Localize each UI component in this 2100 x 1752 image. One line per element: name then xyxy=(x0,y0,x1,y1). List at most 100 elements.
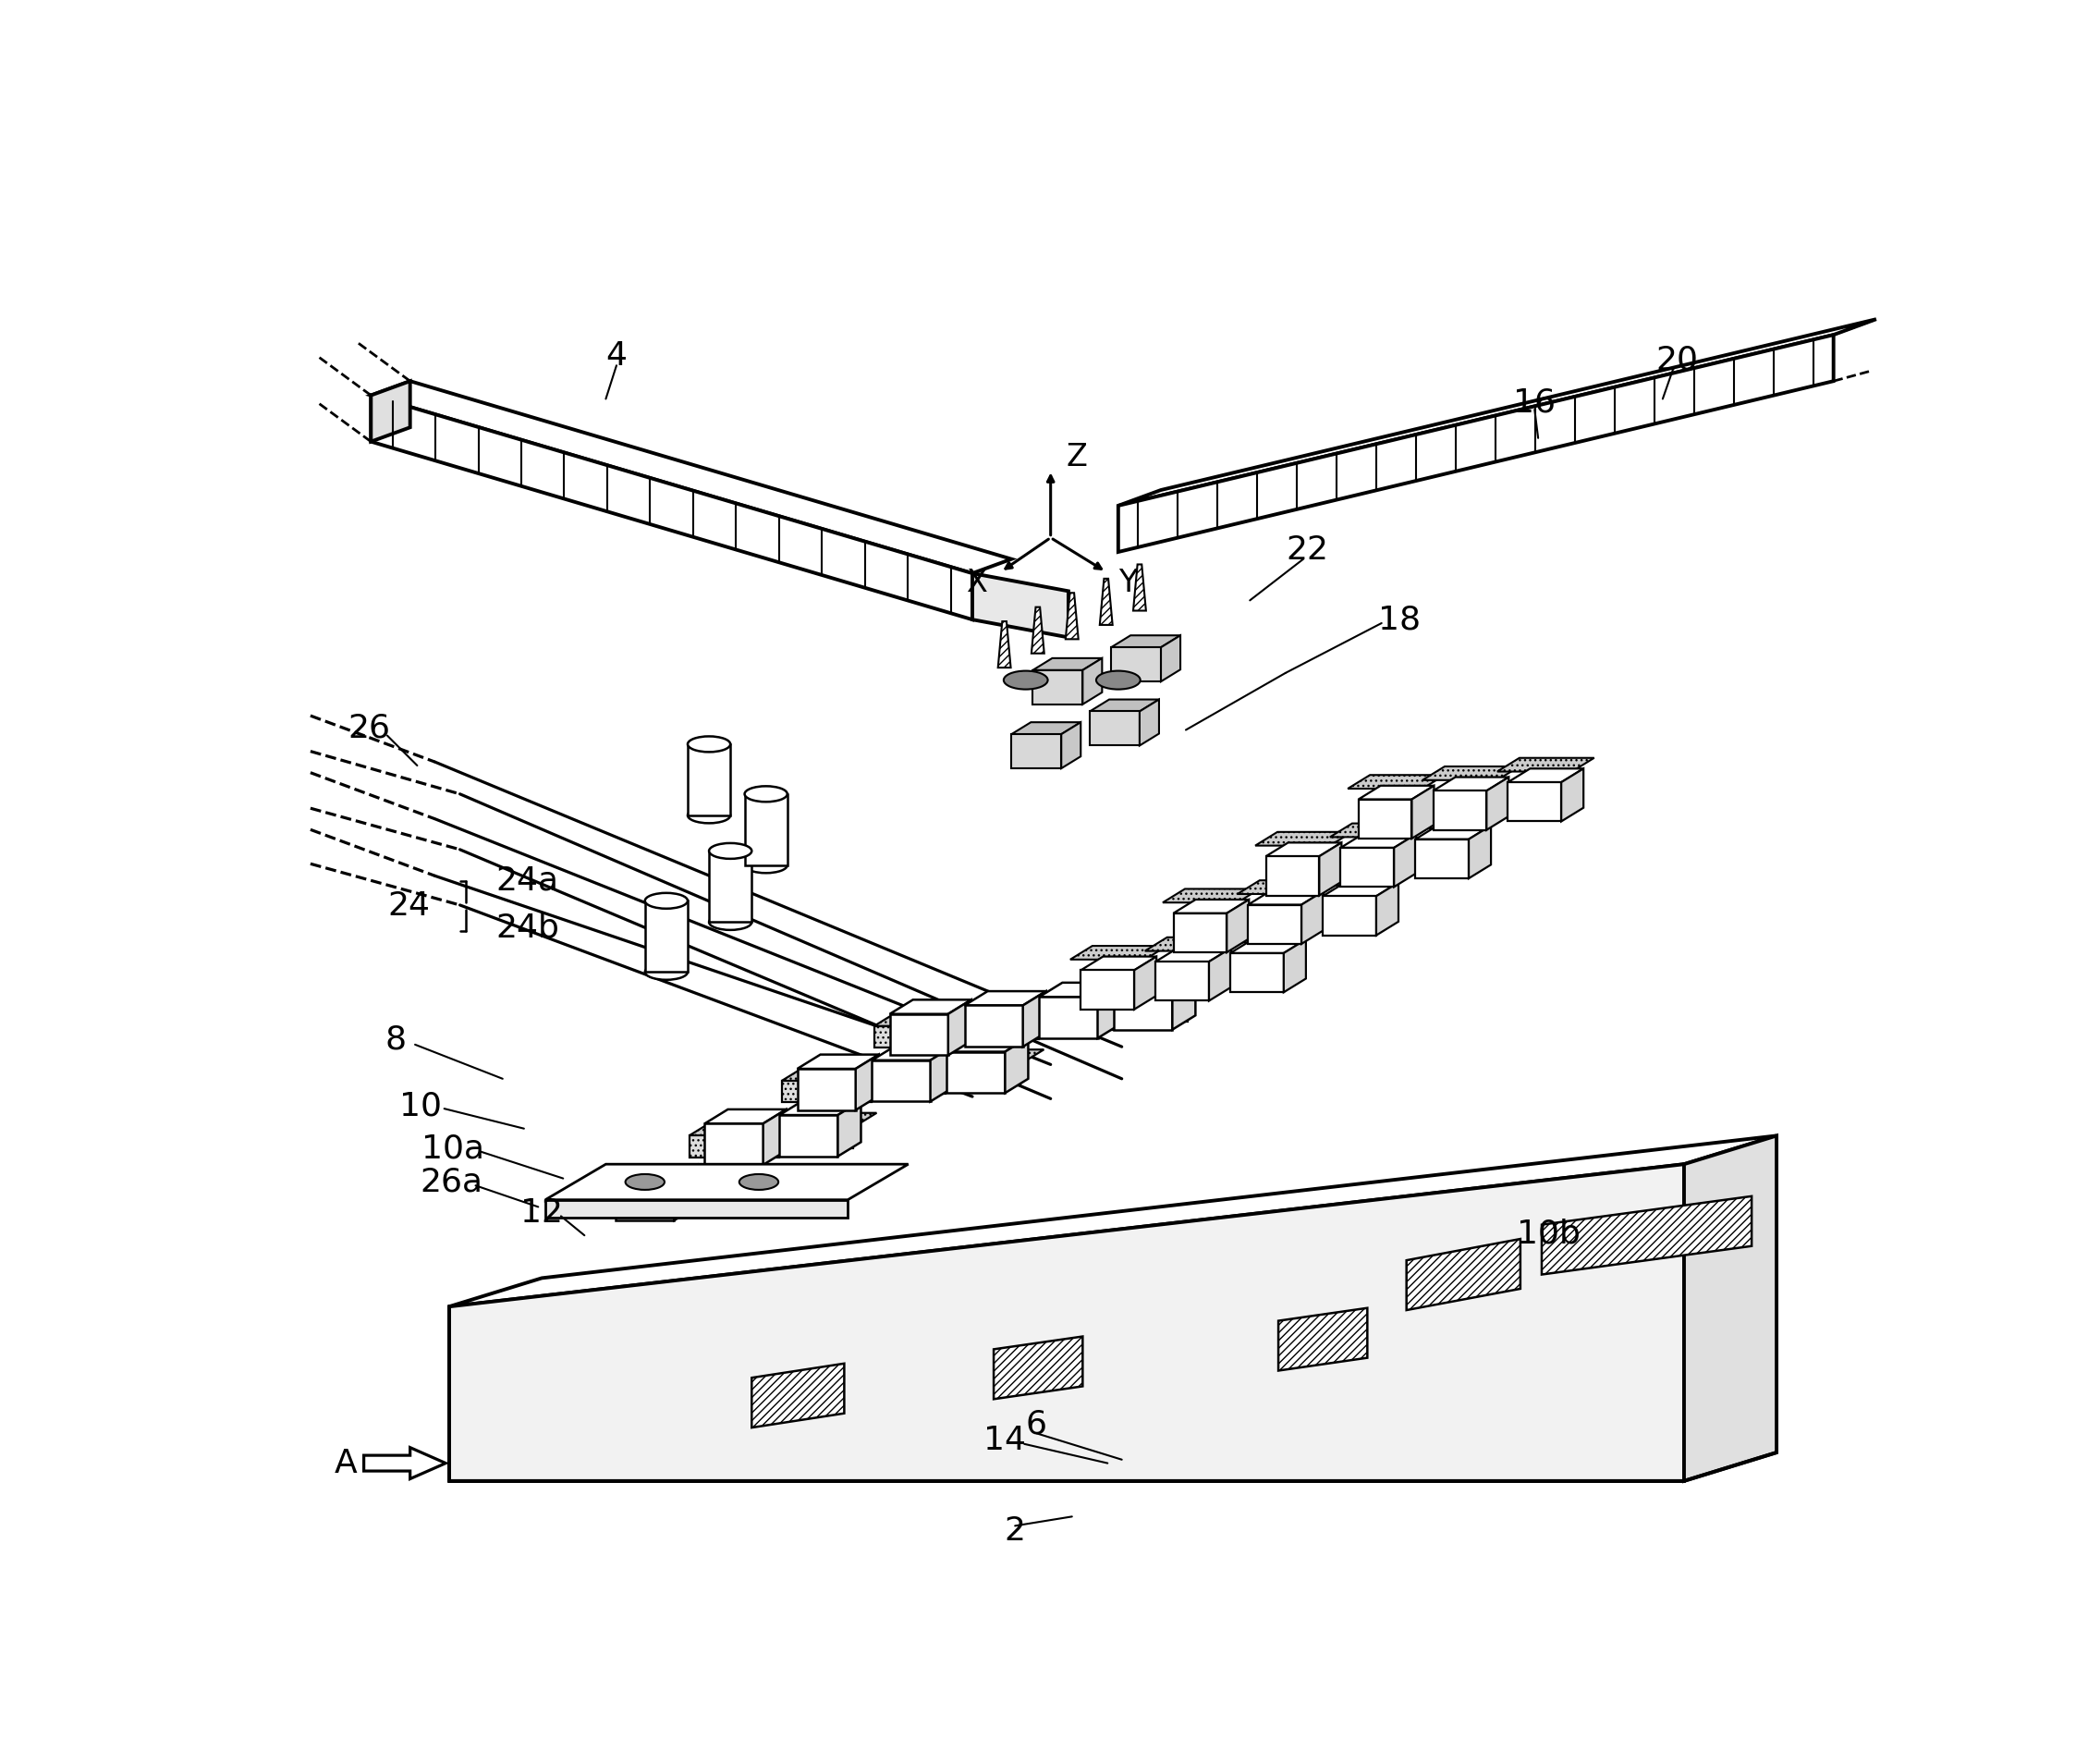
Text: 24a: 24a xyxy=(496,865,559,897)
Polygon shape xyxy=(1098,986,1212,1000)
Polygon shape xyxy=(1231,939,1306,953)
Polygon shape xyxy=(855,1055,878,1111)
Polygon shape xyxy=(1033,659,1103,669)
Polygon shape xyxy=(1266,843,1342,857)
Text: 26: 26 xyxy=(349,713,391,745)
Polygon shape xyxy=(689,1135,779,1156)
Polygon shape xyxy=(1111,636,1180,646)
Polygon shape xyxy=(838,1100,861,1156)
Polygon shape xyxy=(449,1135,1777,1307)
Polygon shape xyxy=(687,745,731,815)
Text: A: A xyxy=(334,1447,357,1479)
Polygon shape xyxy=(1256,832,1352,846)
Polygon shape xyxy=(1415,825,1491,839)
Polygon shape xyxy=(601,1191,689,1212)
Polygon shape xyxy=(372,382,410,442)
Polygon shape xyxy=(1090,699,1159,711)
Polygon shape xyxy=(1266,857,1319,895)
Polygon shape xyxy=(1134,564,1147,611)
Polygon shape xyxy=(1023,992,1046,1046)
Polygon shape xyxy=(972,573,1069,638)
Text: 24: 24 xyxy=(386,890,430,922)
Polygon shape xyxy=(1323,897,1376,936)
Polygon shape xyxy=(1359,799,1411,839)
Polygon shape xyxy=(998,622,1010,668)
Polygon shape xyxy=(949,1004,1063,1018)
Polygon shape xyxy=(874,1013,987,1027)
Polygon shape xyxy=(1359,785,1434,799)
Polygon shape xyxy=(1140,699,1159,746)
Text: 10a: 10a xyxy=(422,1134,485,1165)
Text: 26a: 26a xyxy=(420,1167,483,1198)
Polygon shape xyxy=(1100,578,1113,625)
Text: 22: 22 xyxy=(1285,534,1327,566)
Polygon shape xyxy=(1415,839,1468,878)
Text: 24b: 24b xyxy=(496,913,559,944)
Polygon shape xyxy=(1040,997,1098,1039)
Polygon shape xyxy=(872,1046,953,1060)
Polygon shape xyxy=(857,1072,945,1093)
Polygon shape xyxy=(930,1063,1021,1084)
Polygon shape xyxy=(1283,939,1306,992)
Polygon shape xyxy=(1031,608,1044,653)
Polygon shape xyxy=(1407,1239,1520,1310)
Polygon shape xyxy=(779,1114,838,1156)
Polygon shape xyxy=(1113,974,1195,988)
Polygon shape xyxy=(746,794,788,865)
Ellipse shape xyxy=(746,857,788,872)
Polygon shape xyxy=(964,992,1046,1006)
Polygon shape xyxy=(1348,774,1445,788)
Polygon shape xyxy=(1174,913,1226,953)
Polygon shape xyxy=(615,1165,697,1179)
Polygon shape xyxy=(1144,937,1241,951)
Polygon shape xyxy=(449,1163,1684,1480)
Text: 20: 20 xyxy=(1655,343,1699,375)
Polygon shape xyxy=(706,1109,785,1123)
Polygon shape xyxy=(1411,785,1434,839)
Polygon shape xyxy=(1312,872,1409,885)
Polygon shape xyxy=(706,1123,762,1165)
Text: 12: 12 xyxy=(521,1197,563,1228)
Polygon shape xyxy=(1134,957,1157,1009)
Polygon shape xyxy=(1405,815,1502,829)
Text: 10b: 10b xyxy=(1516,1218,1581,1249)
Polygon shape xyxy=(1117,319,1875,506)
Polygon shape xyxy=(1340,848,1394,887)
Polygon shape xyxy=(1174,899,1250,913)
Polygon shape xyxy=(645,901,687,972)
Polygon shape xyxy=(1319,843,1342,895)
Text: Y: Y xyxy=(1119,568,1138,597)
Polygon shape xyxy=(1033,669,1084,704)
Polygon shape xyxy=(546,1163,909,1200)
Ellipse shape xyxy=(739,1174,779,1190)
Polygon shape xyxy=(1161,636,1180,682)
Polygon shape xyxy=(1023,995,1136,1009)
Polygon shape xyxy=(1163,888,1260,902)
Polygon shape xyxy=(1098,983,1121,1039)
Polygon shape xyxy=(1117,335,1833,552)
Polygon shape xyxy=(1468,825,1491,878)
Ellipse shape xyxy=(687,736,731,752)
Polygon shape xyxy=(1487,778,1508,830)
Polygon shape xyxy=(947,1000,972,1055)
Ellipse shape xyxy=(645,894,687,909)
Text: 6: 6 xyxy=(1025,1409,1048,1440)
Polygon shape xyxy=(615,1179,674,1221)
Polygon shape xyxy=(1560,769,1583,822)
Ellipse shape xyxy=(687,808,731,823)
Polygon shape xyxy=(372,382,1012,573)
Polygon shape xyxy=(1098,1000,1189,1021)
Polygon shape xyxy=(1394,834,1415,887)
Polygon shape xyxy=(993,1337,1084,1400)
Text: 10: 10 xyxy=(399,1090,441,1121)
Polygon shape xyxy=(689,1121,802,1135)
Polygon shape xyxy=(1329,823,1426,837)
Polygon shape xyxy=(1497,759,1594,771)
Polygon shape xyxy=(372,396,972,620)
Polygon shape xyxy=(890,1014,947,1055)
Polygon shape xyxy=(1040,983,1121,997)
Text: 18: 18 xyxy=(1378,604,1422,636)
Polygon shape xyxy=(1065,592,1079,639)
Text: 4: 4 xyxy=(607,340,628,371)
Polygon shape xyxy=(1340,834,1415,848)
